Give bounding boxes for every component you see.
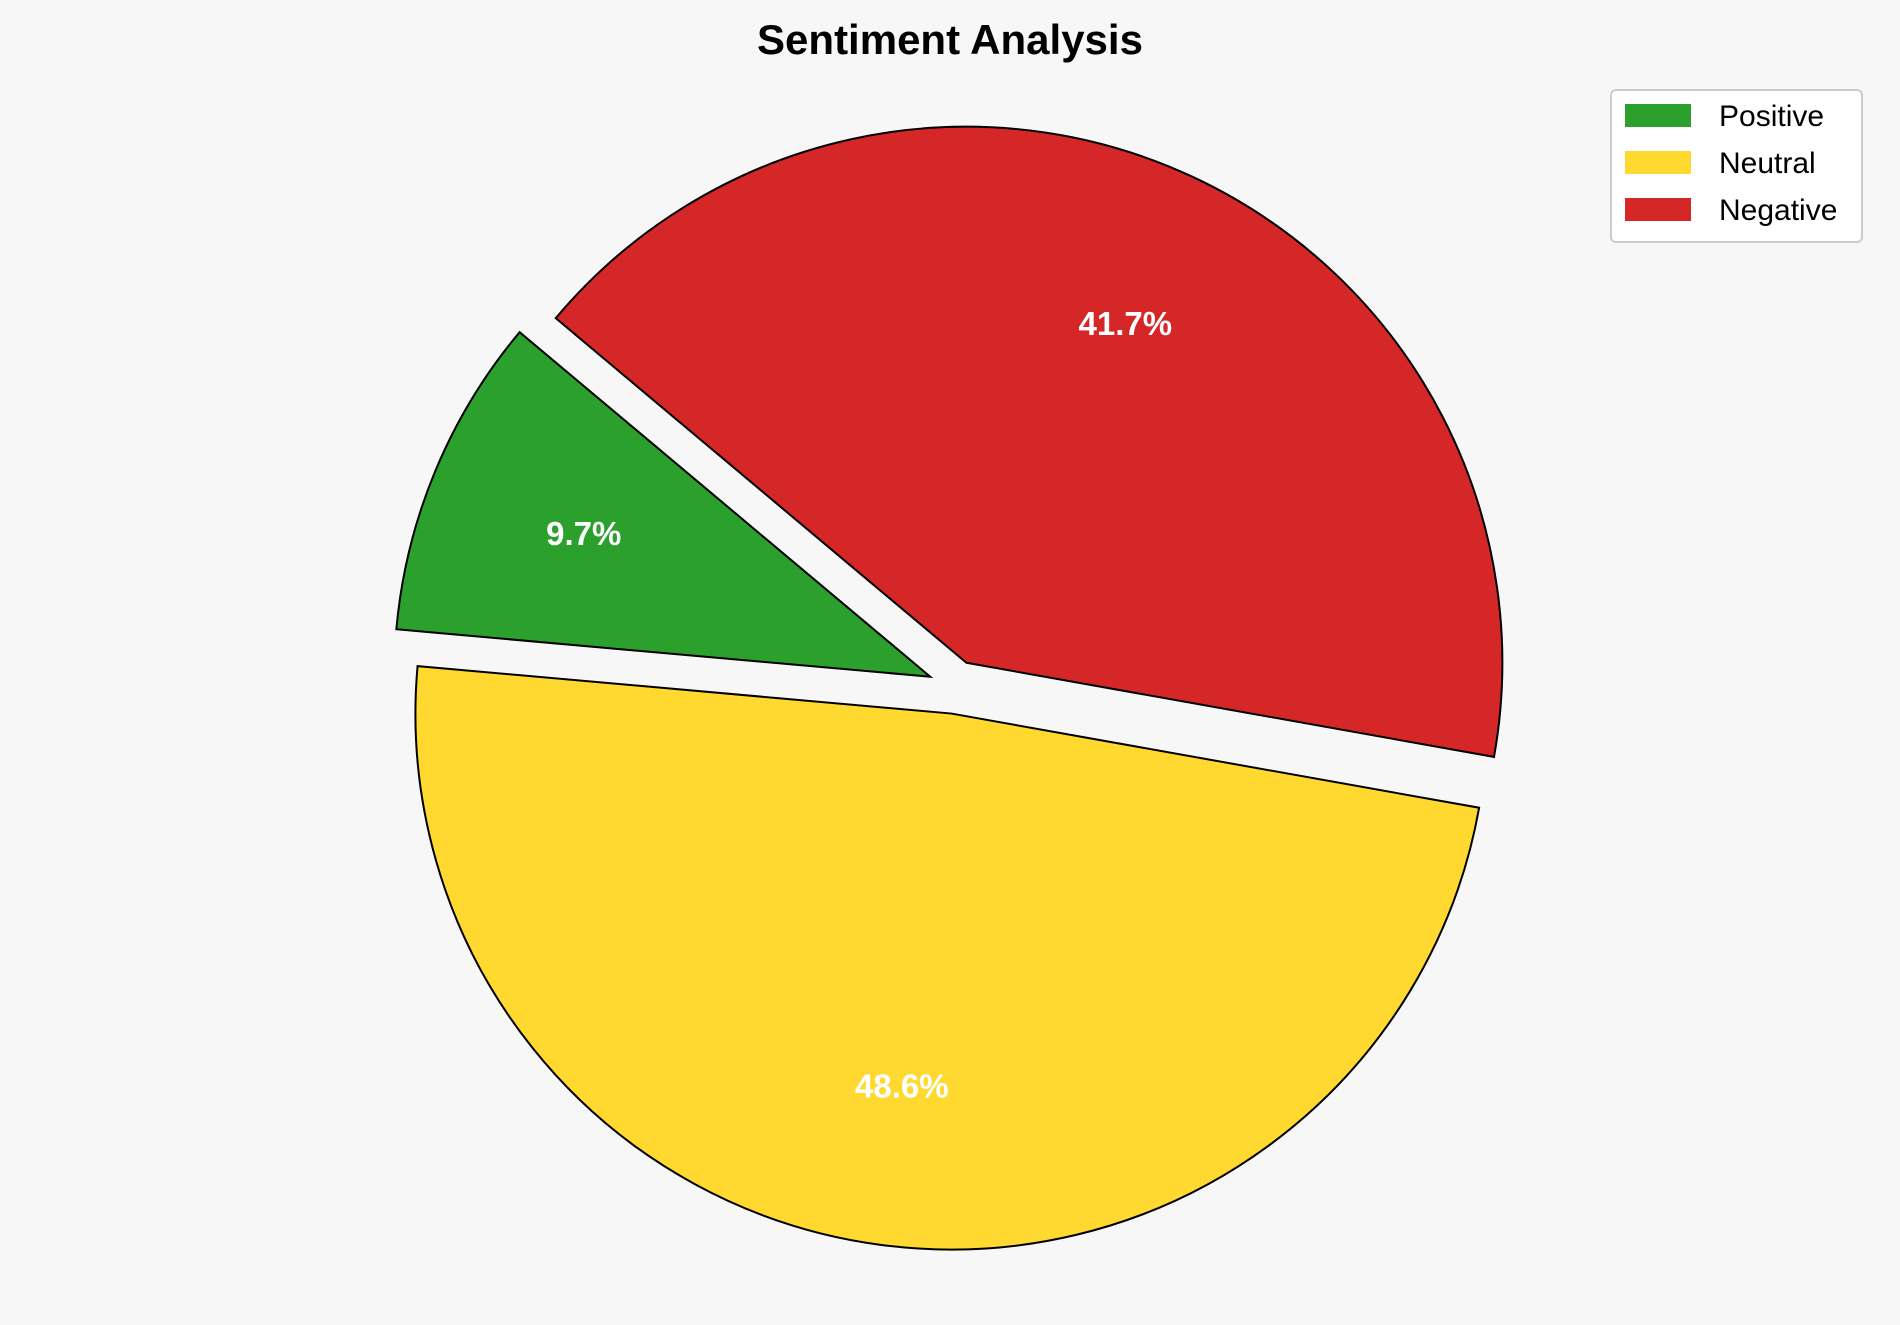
pct-label-negative: 41.7% xyxy=(1078,305,1172,342)
pie-slice-neutral xyxy=(414,665,1481,1251)
legend: Positive Neutral Negative xyxy=(1610,89,1863,243)
pie-slices xyxy=(395,125,1504,1251)
legend-swatch-negative xyxy=(1625,198,1691,221)
chart-title: Sentiment Analysis xyxy=(757,16,1143,63)
legend-label-positive: Positive xyxy=(1719,100,1824,133)
legend-swatch-neutral xyxy=(1625,151,1691,174)
pct-label-positive: 9.7% xyxy=(546,515,621,552)
legend-label-neutral: Neutral xyxy=(1719,147,1816,180)
pie-labels: 9.7% 48.6% 41.7% xyxy=(546,305,1172,1105)
pct-label-neutral: 48.6% xyxy=(855,1067,949,1104)
pie-slice-negative xyxy=(554,125,1504,759)
legend-swatch-positive xyxy=(1625,104,1691,127)
pie-slice-positive xyxy=(395,330,934,679)
legend-label-negative: Negative xyxy=(1719,194,1837,227)
